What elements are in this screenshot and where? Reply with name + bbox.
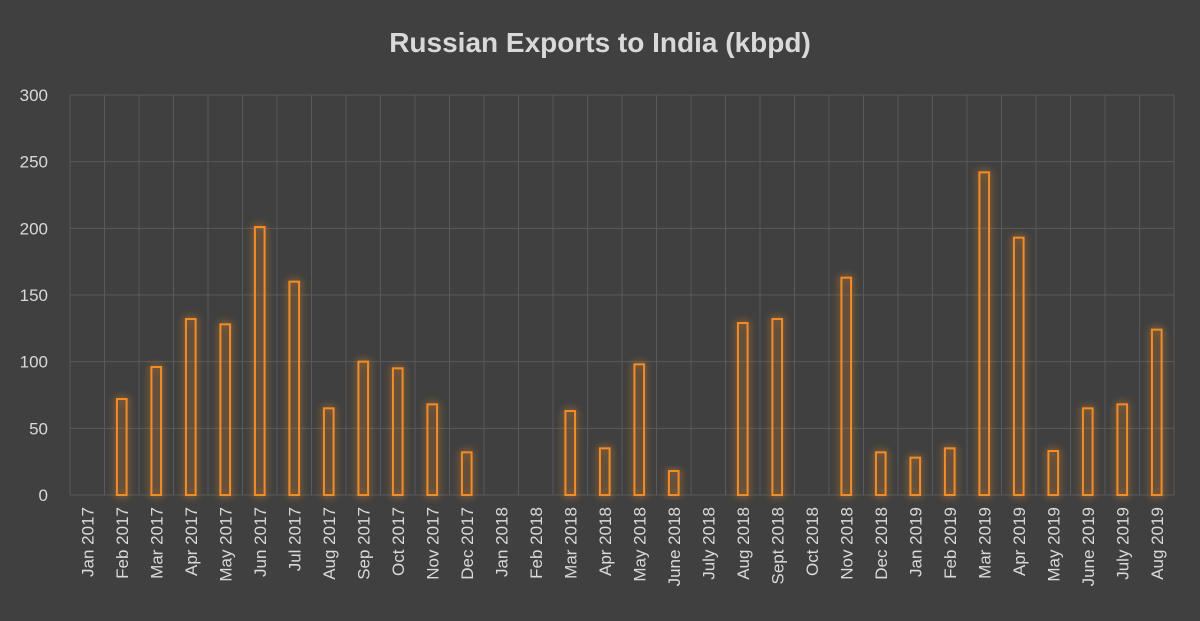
bars bbox=[115, 171, 1163, 497]
y-tick-label: 250 bbox=[20, 153, 48, 172]
y-tick-label: 100 bbox=[20, 353, 48, 372]
x-tick-label: June 2019 bbox=[1079, 507, 1098, 586]
x-tick-label: Nov 2017 bbox=[423, 507, 442, 580]
bar bbox=[288, 280, 301, 496]
bar bbox=[1047, 450, 1060, 496]
bar bbox=[667, 470, 680, 496]
y-tick-label: 300 bbox=[20, 86, 48, 105]
x-tick-label: Apr 2019 bbox=[1010, 507, 1029, 576]
y-tick-label: 150 bbox=[20, 286, 48, 305]
x-tick-label: July 2019 bbox=[1113, 507, 1132, 580]
bar bbox=[391, 367, 404, 497]
bar bbox=[633, 363, 646, 497]
bar bbox=[1116, 403, 1129, 497]
x-tick-label: Dec 2018 bbox=[872, 507, 891, 580]
y-tick-label: 200 bbox=[20, 219, 48, 238]
x-tick-label: Dec 2017 bbox=[458, 507, 477, 580]
x-tick-label: Aug 2018 bbox=[734, 507, 753, 580]
bar bbox=[426, 403, 439, 497]
bar bbox=[115, 398, 128, 496]
x-tick-label: Jan 2017 bbox=[78, 507, 97, 577]
bar bbox=[736, 322, 749, 496]
x-tick-label: Feb 2018 bbox=[527, 507, 546, 579]
bar bbox=[357, 360, 370, 496]
x-axis: Jan 2017 Feb 2017 Mar 2017 Apr 2017 May 2017… bbox=[78, 507, 1167, 586]
gridlines bbox=[69, 94, 1175, 496]
x-tick-label: Mar 2018 bbox=[561, 507, 580, 579]
x-tick-label: Aug 2017 bbox=[320, 507, 339, 580]
x-tick-label: Sept 2018 bbox=[768, 507, 787, 585]
x-tick-label: May 2019 bbox=[1044, 507, 1063, 582]
x-tick-label: Apr 2017 bbox=[182, 507, 201, 576]
y-tick-label: 0 bbox=[39, 486, 48, 505]
bar bbox=[840, 276, 853, 496]
x-tick-label: June 2018 bbox=[665, 507, 684, 586]
x-tick-label: May 2017 bbox=[216, 507, 235, 582]
x-tick-label: Oct 2018 bbox=[803, 507, 822, 576]
x-tick-label: Sep 2017 bbox=[354, 507, 373, 580]
bar bbox=[564, 410, 577, 496]
bar bbox=[322, 407, 335, 497]
x-tick-label: Jan 2019 bbox=[906, 507, 925, 577]
bar bbox=[460, 451, 473, 497]
bar bbox=[219, 323, 232, 497]
x-tick-label: Mar 2017 bbox=[147, 507, 166, 579]
x-tick-label: Apr 2018 bbox=[596, 507, 615, 576]
bar bbox=[253, 226, 266, 496]
y-tick-label: 50 bbox=[29, 419, 48, 438]
x-tick-label: Feb 2017 bbox=[113, 507, 132, 579]
bar bbox=[150, 366, 163, 496]
bar bbox=[598, 447, 611, 497]
x-tick-label: Nov 2018 bbox=[837, 507, 856, 580]
x-tick-label: Oct 2017 bbox=[389, 507, 408, 576]
x-tick-label: Jul 2017 bbox=[285, 507, 304, 571]
bar bbox=[1081, 407, 1094, 497]
bar bbox=[1150, 328, 1163, 496]
y-axis: 0 50 100 150 200 250 300 bbox=[20, 86, 48, 505]
bar bbox=[943, 447, 956, 497]
bar bbox=[978, 171, 991, 496]
chart-title: Russian Exports to India (kbpd) bbox=[389, 27, 811, 58]
x-tick-label: Aug 2019 bbox=[1148, 507, 1167, 580]
x-tick-label: Jun 2017 bbox=[251, 507, 270, 577]
x-tick-label: Jan 2018 bbox=[492, 507, 511, 577]
bar bbox=[771, 318, 784, 496]
x-tick-label: July 2018 bbox=[699, 507, 718, 580]
bar bbox=[909, 456, 922, 496]
x-tick-label: May 2018 bbox=[630, 507, 649, 582]
bar bbox=[1012, 236, 1025, 497]
x-tick-label: Feb 2019 bbox=[941, 507, 960, 579]
bar bbox=[184, 318, 197, 496]
bar bbox=[874, 451, 887, 497]
x-tick-label: Mar 2019 bbox=[975, 507, 994, 579]
